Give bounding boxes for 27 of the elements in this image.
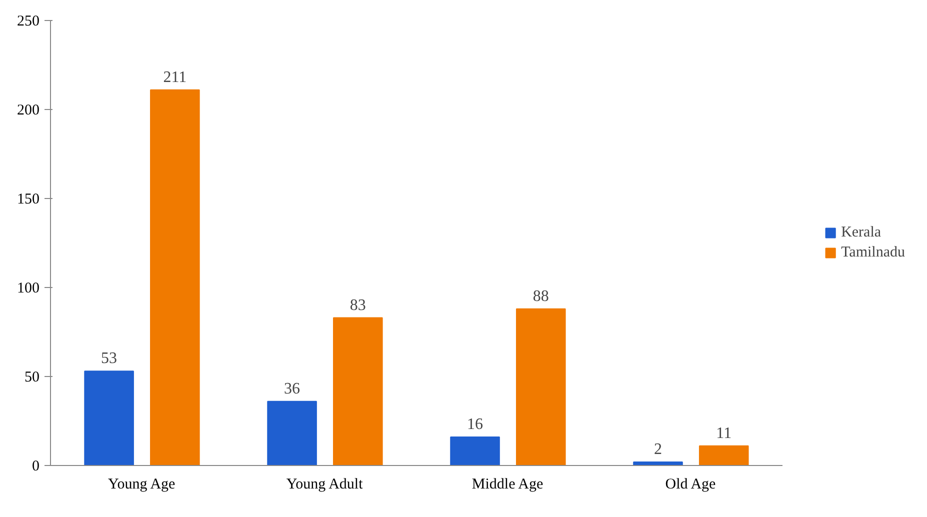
bar xyxy=(150,89,200,466)
y-tick-label: 200 xyxy=(17,102,40,118)
bar xyxy=(84,370,134,466)
y-tick-label: 0 xyxy=(32,458,40,474)
data-label: 211 xyxy=(163,68,187,86)
data-label: 53 xyxy=(101,350,118,368)
data-label: 36 xyxy=(284,380,300,398)
bar xyxy=(698,445,749,466)
data-label: 2 xyxy=(654,440,662,458)
y-tick-label: 150 xyxy=(17,192,40,208)
bar xyxy=(333,317,383,466)
y-tick-label: 250 xyxy=(17,14,40,30)
x-tick-label: Middle Age xyxy=(472,476,544,492)
x-tick-label: Young Adult xyxy=(286,476,364,492)
bar xyxy=(516,308,566,466)
data-label: 16 xyxy=(467,416,484,434)
y-tick-label: 100 xyxy=(17,280,40,296)
data-label: 11 xyxy=(716,424,732,442)
bar xyxy=(450,436,500,466)
x-tick-label: Young Age xyxy=(108,476,176,492)
legend-label: Kerala xyxy=(841,224,882,241)
data-label: 88 xyxy=(532,288,549,305)
data-label: 83 xyxy=(350,296,366,314)
y-tick-label: 50 xyxy=(24,370,40,386)
bar xyxy=(267,400,317,466)
legend-label: Tamilnadu xyxy=(841,244,905,261)
x-tick-label: Old Age xyxy=(665,476,716,492)
